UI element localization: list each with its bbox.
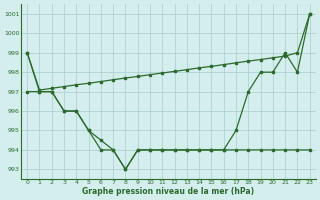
X-axis label: Graphe pression niveau de la mer (hPa): Graphe pression niveau de la mer (hPa) (82, 187, 254, 196)
